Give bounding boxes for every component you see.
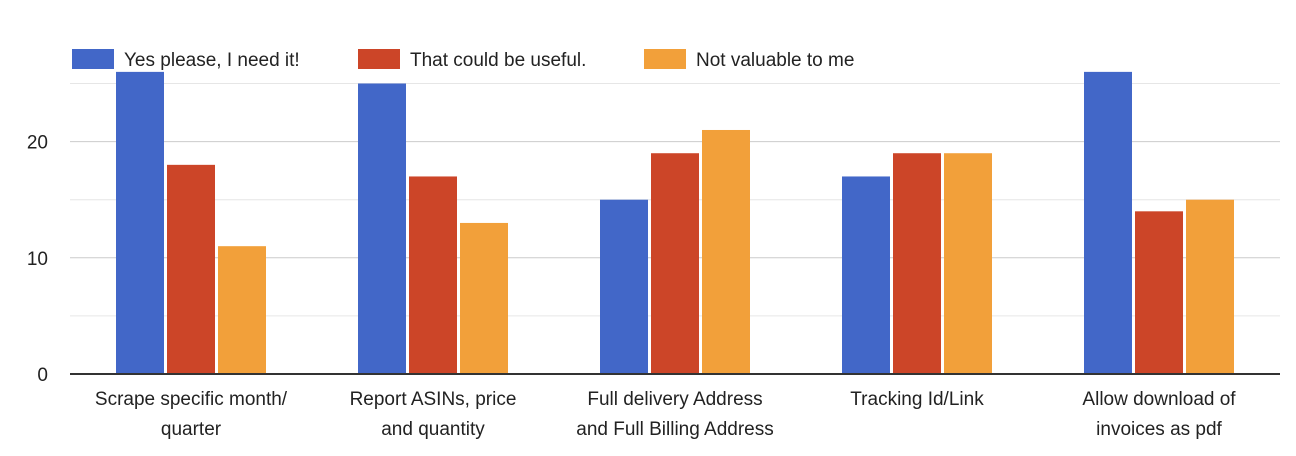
bar-yes-cat-4: [842, 176, 890, 374]
bar-useful-cat-5: [1135, 211, 1183, 374]
x-category-label: Tracking Id/Link: [850, 389, 984, 410]
bar-yes-cat-5: [1084, 71, 1132, 374]
bar-yes-cat-1: [116, 71, 164, 374]
bar-not-valuable-cat-5: [1186, 199, 1234, 374]
bar-useful-cat-4: [893, 153, 941, 374]
bars: [116, 71, 1234, 374]
legend-swatch: [644, 49, 686, 69]
bar-useful-cat-2: [409, 176, 457, 374]
x-category-label: Full delivery Address and Full Billing Ad…: [576, 389, 774, 440]
bar-useful-cat-1: [167, 164, 215, 374]
bar-useful-cat-3: [651, 153, 699, 374]
bar-not-valuable-cat-3: [702, 129, 750, 374]
legend-item: Yes please, I need it!: [72, 49, 300, 71]
x-axis-labels: Scrape specific month/quarter Report ASIN…: [95, 389, 1236, 440]
legend-label: That could be useful.: [410, 50, 586, 71]
bar-not-valuable-cat-1: [218, 246, 266, 374]
y-tick-label: 10: [27, 249, 48, 270]
y-tick-label: 20: [27, 133, 48, 154]
legend: Yes please, I need it! That could be usef…: [72, 49, 854, 71]
legend-item: Not valuable to me: [644, 49, 854, 71]
x-category-label: Report ASINs, price and quantity: [350, 389, 517, 440]
x-category-label: Allow download of invoices as pdf: [1082, 389, 1236, 440]
y-tick-label: 0: [37, 365, 48, 386]
bar-yes-cat-2: [358, 83, 406, 374]
y-axis-ticks: 0 10 20: [27, 133, 48, 386]
legend-label: Not valuable to me: [696, 50, 854, 71]
bar-yes-cat-3: [600, 199, 648, 374]
x-category-label: Scrape specific month/quarter: [95, 389, 288, 440]
bar-not-valuable-cat-2: [460, 222, 508, 374]
legend-item: That could be useful.: [358, 49, 586, 71]
bar-not-valuable-cat-4: [944, 153, 992, 374]
legend-label: Yes please, I need it!: [124, 50, 300, 71]
legend-swatch: [72, 49, 114, 69]
legend-swatch: [358, 49, 400, 69]
